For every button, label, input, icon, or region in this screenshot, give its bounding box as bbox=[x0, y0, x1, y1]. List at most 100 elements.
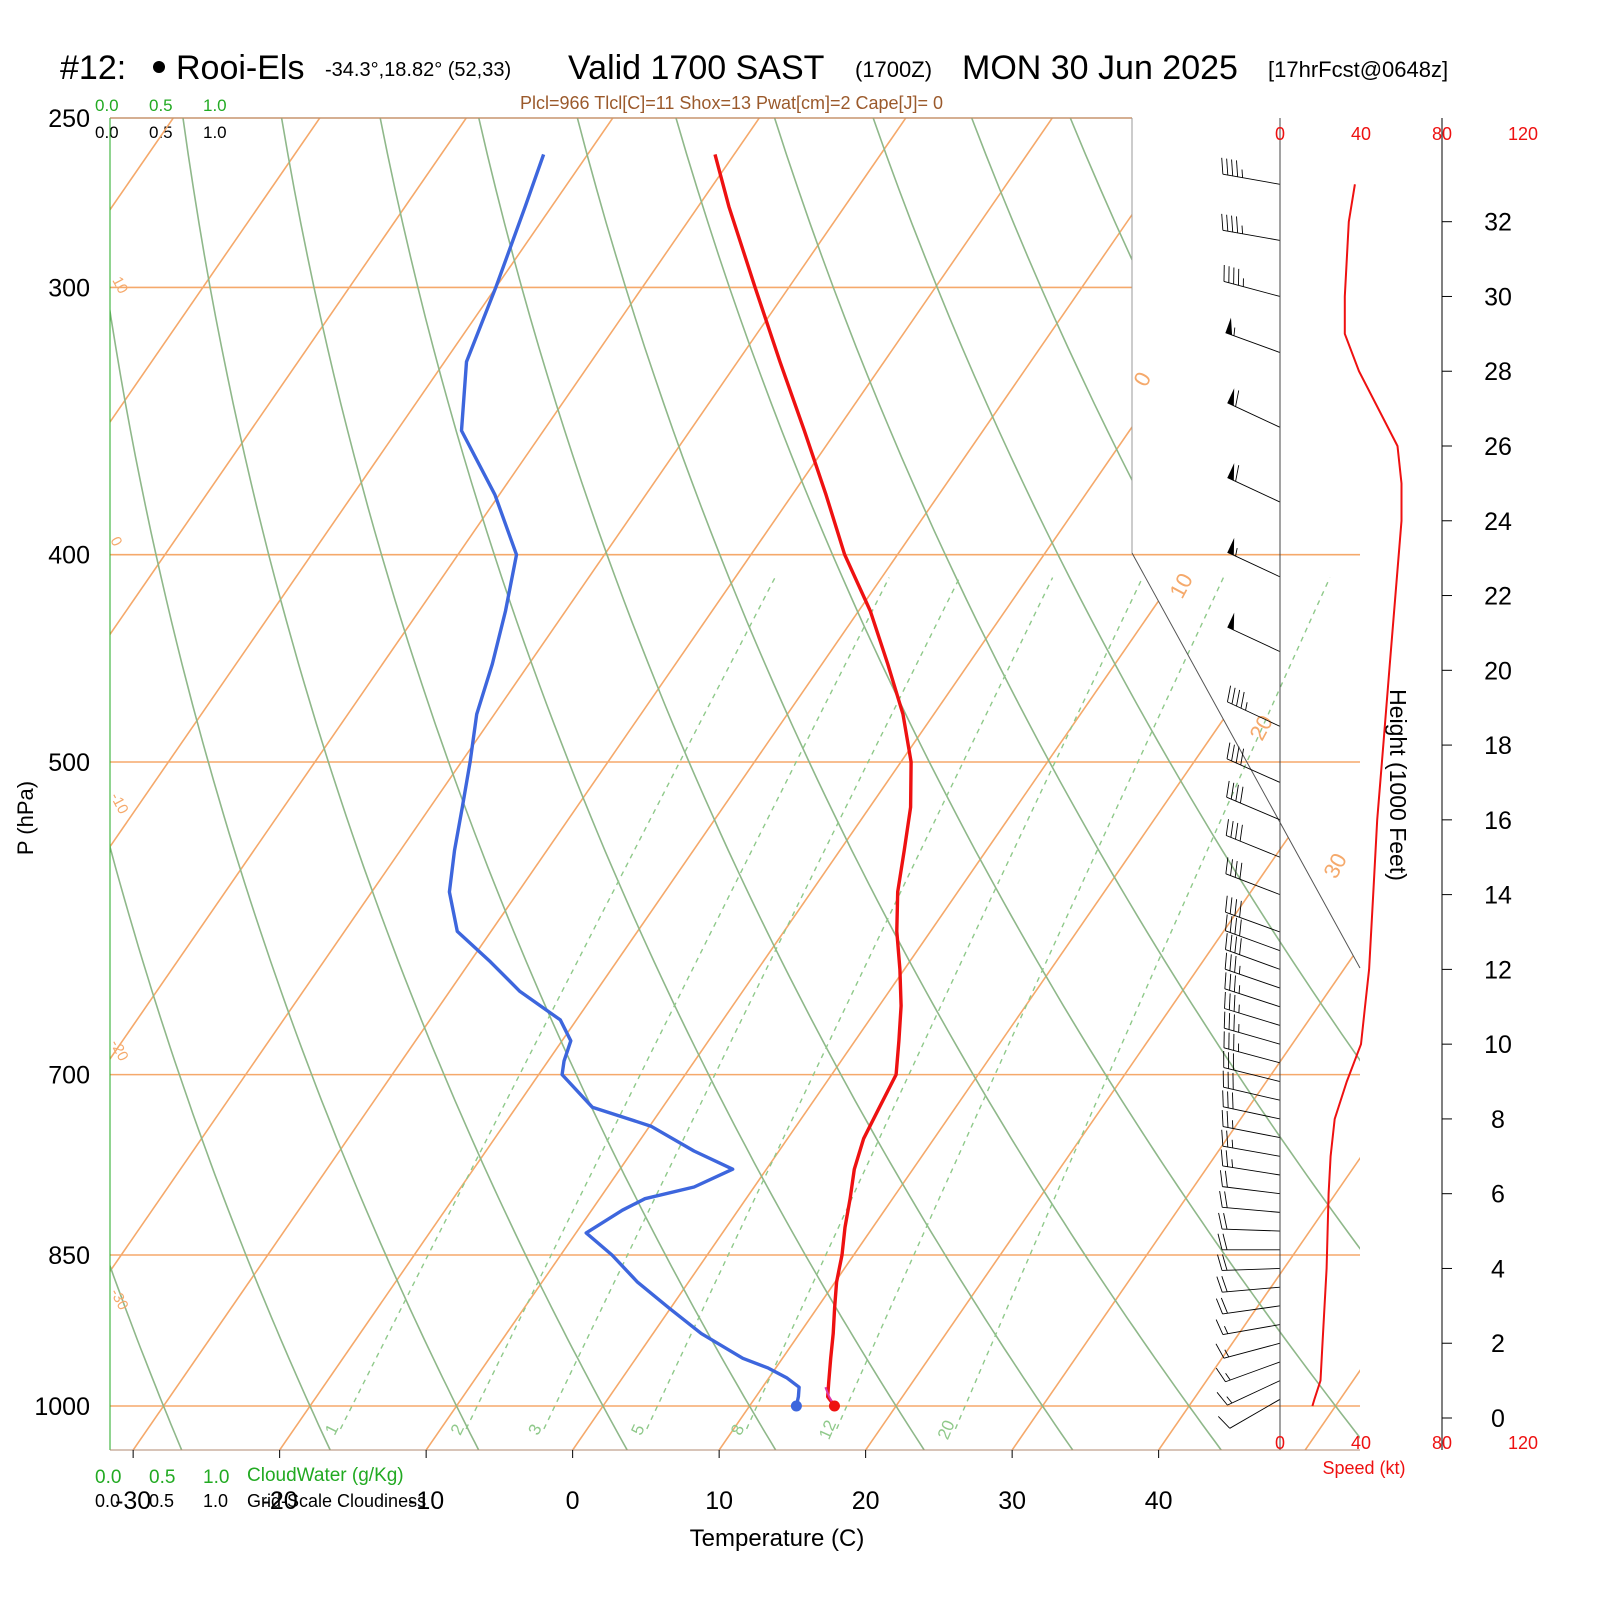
mixing-ratio-line bbox=[646, 577, 1054, 1430]
isotherm-label: 10 bbox=[108, 274, 131, 297]
barb-feather bbox=[1235, 390, 1240, 407]
wind-barb bbox=[1224, 992, 1281, 1026]
cloudwater-bottom-0: 0.0 bbox=[95, 1467, 121, 1488]
barb-feather bbox=[1222, 1233, 1228, 1250]
mixing-ratio-label: 1 bbox=[321, 1421, 342, 1438]
barb-feather bbox=[1218, 1212, 1223, 1230]
wind-barb bbox=[1224, 952, 1281, 989]
cloudiness-legend: Grid-Scale Cloudiness bbox=[247, 1491, 426, 1511]
barb-feather bbox=[1221, 157, 1224, 175]
height-tick-label: 22 bbox=[1484, 583, 1512, 611]
barb-feather bbox=[1217, 1233, 1223, 1250]
wind-barb bbox=[1220, 1149, 1281, 1176]
wind-barb bbox=[1227, 612, 1281, 653]
barb-feather bbox=[1221, 1276, 1228, 1292]
height-tick-label: 0 bbox=[1491, 1405, 1505, 1433]
wind-barb bbox=[1227, 388, 1281, 428]
speed-tick-bottom: 40 bbox=[1351, 1433, 1371, 1453]
height-tick-label: 14 bbox=[1484, 882, 1512, 910]
mixing-ratio-line bbox=[745, 577, 1144, 1430]
pressure-tick-label: 1000 bbox=[34, 1393, 90, 1421]
dry-adiabat-line bbox=[1231, 118, 1360, 1450]
surface-temperature-dot bbox=[828, 1400, 840, 1412]
barb-flag bbox=[1227, 537, 1235, 556]
height-tick-label: 12 bbox=[1484, 956, 1512, 984]
dry-adiabat-line bbox=[749, 118, 1360, 1450]
barb-feather bbox=[1240, 691, 1245, 709]
cloudwater-scale-0: 0.0 bbox=[95, 96, 119, 115]
barb-feather bbox=[1224, 992, 1226, 1009]
barb-staff bbox=[1227, 626, 1281, 653]
barb-feather bbox=[1220, 1297, 1228, 1314]
wind-barb bbox=[1225, 933, 1281, 970]
wind-barb bbox=[1226, 780, 1281, 821]
height-tick-label: 32 bbox=[1484, 209, 1512, 237]
wind-barb bbox=[1219, 1170, 1281, 1195]
barb-feather bbox=[1215, 1367, 1226, 1383]
height-tick-label: 10 bbox=[1484, 1031, 1512, 1059]
barb-feather bbox=[1217, 1254, 1223, 1271]
barb-feather bbox=[1216, 1276, 1223, 1293]
mixing-ratio-line bbox=[339, 577, 776, 1430]
barb-staff bbox=[1222, 1228, 1281, 1232]
barb-feather bbox=[1228, 1013, 1231, 1030]
barb-staff bbox=[1225, 949, 1281, 970]
temperature-tick-label: -30 bbox=[115, 1487, 151, 1515]
mixing-ratio-line bbox=[543, 577, 961, 1430]
barb-feather bbox=[1217, 1416, 1231, 1429]
dry-adiabat-line bbox=[557, 118, 1243, 1450]
barb-flag bbox=[1227, 612, 1235, 631]
barb-staff bbox=[1223, 1047, 1281, 1064]
mixing-ratio-line bbox=[954, 577, 1331, 1430]
wind-barb bbox=[1216, 1380, 1281, 1406]
cloudiness-bottom-0: 0.0 bbox=[95, 1491, 120, 1511]
barb-feather bbox=[1233, 975, 1236, 992]
speed-tick-bottom: 120 bbox=[1508, 1433, 1538, 1453]
wind-barb bbox=[1226, 685, 1281, 727]
barb-feather bbox=[1236, 689, 1241, 707]
dry-adiabat-line bbox=[364, 118, 943, 1450]
barb-feather bbox=[1235, 465, 1240, 482]
isotherm-line bbox=[110, 118, 171, 1450]
barb-feather bbox=[1229, 897, 1233, 914]
barb-feather bbox=[1233, 1014, 1235, 1031]
zulu-time: (1700Z) bbox=[855, 57, 932, 82]
dry-adiabat-line bbox=[846, 118, 1360, 1450]
height-tick-label: 2 bbox=[1491, 1330, 1505, 1358]
speed-tick-top: 120 bbox=[1508, 124, 1538, 144]
barb-feather bbox=[1229, 916, 1233, 933]
barb-staff bbox=[1225, 873, 1281, 896]
cloudwater-scale-1: 0.5 bbox=[149, 96, 173, 115]
wind-barb bbox=[1225, 857, 1281, 896]
speed-profile-line bbox=[1311, 184, 1403, 1407]
barb-feather bbox=[1220, 1149, 1224, 1166]
barb-flag bbox=[1225, 317, 1233, 336]
dry-adiabat-line bbox=[268, 118, 794, 1450]
wind-barb bbox=[1222, 1090, 1281, 1120]
barb-half-feather bbox=[1241, 225, 1244, 234]
barb-staff bbox=[1225, 332, 1281, 353]
wind-barb bbox=[1217, 1254, 1281, 1271]
dry-adiabat-line bbox=[172, 118, 644, 1450]
barb-feather bbox=[1224, 972, 1227, 989]
barb-half-feather bbox=[1238, 985, 1241, 994]
cloudiness-bottom-2: 1.0 bbox=[203, 1491, 228, 1511]
barb-feather bbox=[1236, 160, 1239, 177]
wind-barb bbox=[1219, 1190, 1281, 1213]
speed-tick-top: 80 bbox=[1432, 124, 1452, 144]
wind-barb bbox=[1221, 213, 1281, 241]
cloudwater-bottom-1: 0.5 bbox=[149, 1467, 175, 1488]
barb-flag bbox=[1227, 463, 1235, 481]
isotherm-label: 0 bbox=[1128, 368, 1156, 391]
isotherm-label: 0 bbox=[106, 534, 125, 549]
temperature-tick-label: 30 bbox=[998, 1487, 1026, 1515]
pressure-tick-label: 850 bbox=[48, 1242, 90, 1270]
barb-feather bbox=[1225, 1150, 1229, 1167]
height-tick-label: 6 bbox=[1491, 1181, 1505, 1209]
cloudwater-legend: CloudWater (g/Kg) bbox=[247, 1465, 404, 1486]
mixing-ratio-lines: 1 2 3 5 8 12 20 bbox=[321, 577, 1331, 1442]
barb-feather bbox=[1222, 1090, 1224, 1107]
wind-barb bbox=[1221, 1110, 1281, 1139]
isotherm-line bbox=[1273, 118, 1360, 1450]
barb-feather bbox=[1239, 786, 1244, 804]
